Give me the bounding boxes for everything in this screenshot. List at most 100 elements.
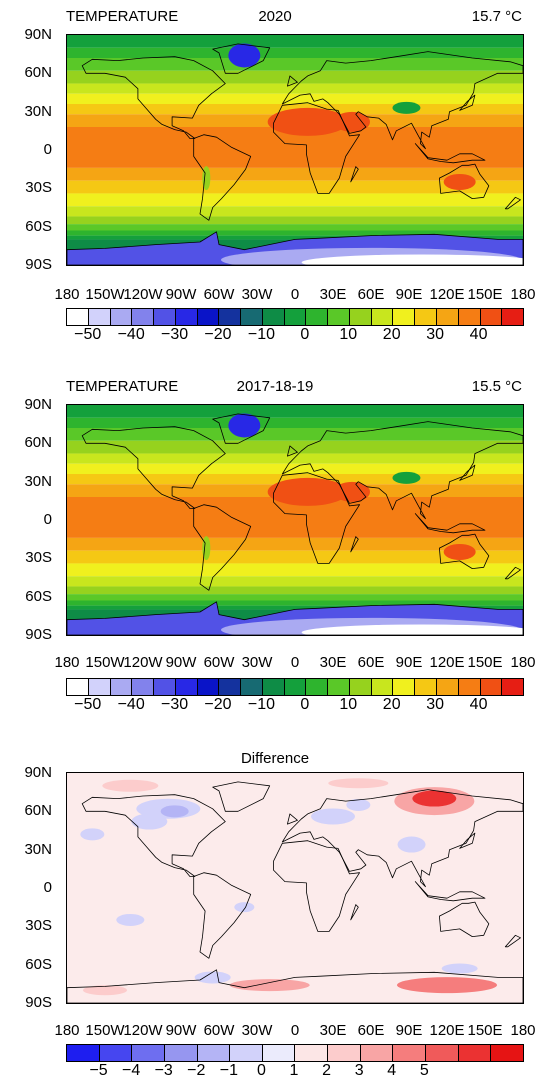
lon-label: 90W	[165, 286, 197, 303]
coastline	[438, 533, 490, 570]
colorbar-label: −1	[219, 1062, 238, 1079]
lon-label: 120W	[123, 286, 163, 303]
colorbar-segment	[284, 309, 307, 325]
lon-label: 30E	[319, 1022, 347, 1039]
colorbar-segment	[284, 679, 307, 695]
lon-label: 0	[290, 654, 300, 671]
colorbar-label: 0	[300, 696, 310, 713]
colorbar-segment	[197, 309, 220, 325]
lat-label: 30S	[25, 549, 52, 567]
lon-label: 60W	[203, 1022, 235, 1039]
coastline	[459, 94, 476, 111]
lon-label: 90W	[165, 654, 197, 671]
coastline	[414, 513, 486, 534]
colorbar-segment	[393, 679, 416, 695]
colorbar-segment	[262, 1045, 296, 1061]
lat-label: 0	[43, 511, 52, 528]
colorbar-label: −2	[187, 1062, 206, 1079]
colorbar-label: −10	[247, 696, 275, 713]
lon-label: 0	[290, 286, 300, 303]
lon-label: 120E	[429, 1022, 465, 1039]
lat-label: 30N	[24, 840, 52, 858]
lat-label: 90N	[24, 26, 52, 43]
coastline	[212, 413, 271, 444]
colorbar-label: −10	[247, 326, 275, 343]
lat-label: 60N	[24, 802, 52, 820]
lat-label: 90S	[25, 994, 52, 1011]
lat-label: 60N	[24, 64, 52, 82]
difference-colorbar	[66, 1044, 524, 1062]
colorbar-segment	[219, 679, 242, 695]
map-canvas	[67, 773, 523, 1003]
colorbar-segment	[67, 309, 89, 325]
lat-label: 0	[43, 141, 52, 158]
lon-label: 120W	[123, 654, 163, 671]
colorbar-label: −30	[160, 326, 189, 343]
colorbar-label: 1	[289, 1062, 299, 1079]
lon-label: 180	[54, 654, 80, 671]
colorbar-segment	[241, 679, 263, 695]
panel-title-center: 2017-18-19	[236, 378, 314, 395]
coastline	[212, 781, 271, 812]
colorbar-segment	[88, 679, 111, 695]
coastline	[273, 840, 361, 932]
colorbar-segment	[67, 1045, 100, 1061]
colorbar-segment	[175, 679, 198, 695]
lon-label: 90W	[165, 1022, 197, 1039]
colorbar-label: 40	[469, 326, 488, 343]
lat-label: 90S	[25, 256, 52, 273]
coastline	[459, 464, 476, 481]
colorbar-label: −4	[122, 1062, 141, 1079]
lon-label: 60W	[203, 654, 235, 671]
colorbar-label: −50	[74, 326, 102, 343]
lon-label: 150W	[85, 286, 125, 303]
coastline	[504, 934, 521, 948]
coastline	[504, 196, 521, 210]
colorbar-segment	[67, 679, 89, 695]
coastline	[286, 445, 298, 457]
colorbar-segment	[480, 309, 503, 325]
colorbar-label: 10	[339, 696, 358, 713]
coastline	[459, 832, 476, 849]
colorbar-segment	[230, 1045, 263, 1061]
colorbar-segment	[219, 309, 242, 325]
lon-label: 150E	[467, 1022, 503, 1039]
colorbar-label: −30	[160, 696, 189, 713]
colorbar-label: 3	[354, 1062, 364, 1079]
colorbar-segment	[197, 679, 220, 695]
colorbar-segment	[393, 309, 416, 325]
lon-label: 180	[510, 1022, 536, 1039]
coastline	[350, 166, 359, 183]
coastline	[67, 969, 523, 1003]
colorbar-segment	[241, 309, 263, 325]
coastline	[81, 426, 226, 509]
colorbar-label: −40	[117, 696, 145, 713]
colorbar-segment	[99, 1045, 133, 1061]
colorbar-segment	[154, 679, 176, 695]
coastline	[81, 56, 226, 139]
lon-label: 180	[54, 286, 80, 303]
lon-label: 60E	[357, 1022, 385, 1039]
colorbar-segment	[393, 1045, 427, 1061]
colorbar-label: 20	[382, 326, 401, 343]
lon-label: 120E	[429, 286, 465, 303]
lon-label: 60W	[203, 286, 235, 303]
panel-title-center: Difference	[240, 750, 310, 767]
lat-label: 30S	[25, 179, 52, 197]
lon-label: 90E	[395, 1022, 423, 1039]
panel-title-left: TEMPERATURE	[66, 8, 179, 25]
lon-label: 150E	[467, 654, 503, 671]
panel-temperature-2020: TEMPERATURE 2020 15.7 °C 90N 60N 30N 0 30S 60…	[0, 8, 550, 343]
colorbar-segment	[132, 309, 155, 325]
lon-label: 150E	[467, 286, 503, 303]
lon-label: 60E	[357, 654, 385, 671]
lon-label: 150W	[85, 1022, 125, 1039]
lon-label: 0	[290, 1022, 300, 1039]
lon-label: 120E	[429, 654, 465, 671]
lon-label: 30W	[241, 654, 273, 671]
lat-label: 60S	[25, 217, 52, 235]
coastline	[193, 872, 252, 959]
panel-title-center: 2020	[258, 8, 292, 25]
colorbar-segment	[328, 1045, 361, 1061]
lon-label: 180	[510, 286, 536, 303]
